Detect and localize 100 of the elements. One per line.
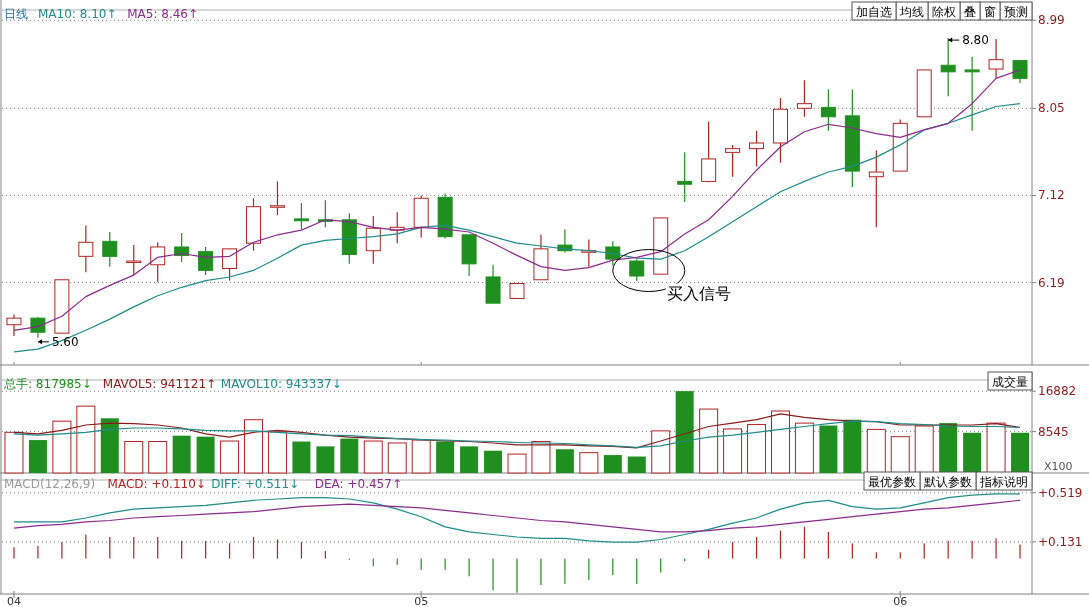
bar	[220, 440, 240, 474]
candlestick	[701, 120, 717, 182]
line-series	[13, 420, 1021, 448]
chart-title: MACD(12,26,9)	[4, 477, 96, 491]
bar	[244, 419, 264, 474]
bar	[267, 431, 287, 474]
bar	[196, 436, 215, 473]
x-tick-label: 04	[6, 595, 21, 607]
bar	[603, 455, 622, 473]
y-tick-label: 6.19	[1038, 275, 1065, 290]
bar	[52, 420, 72, 474]
bar	[723, 428, 743, 474]
candlestick	[78, 224, 94, 273]
candlestick	[677, 151, 693, 203]
candlestick	[844, 89, 860, 188]
y-tick-label: 7.12	[1038, 188, 1065, 203]
annotation: 均线	[899, 5, 924, 19]
candlestick	[365, 215, 381, 265]
annotation: 预测	[1004, 5, 1028, 19]
bar	[747, 424, 767, 474]
candlestick	[461, 234, 477, 277]
bar	[340, 438, 359, 473]
annotation: 默认参数	[923, 475, 972, 489]
text: MA5: 8.46↑	[127, 7, 199, 21]
bar	[555, 449, 574, 473]
annotation: 加自选	[856, 5, 892, 19]
series-label: DIFF: +0.511↓	[211, 477, 300, 491]
candlestick	[533, 234, 549, 281]
candlestick	[988, 38, 1004, 79]
candlestick	[868, 149, 884, 228]
text: MAVOL5: 941121↑	[102, 377, 217, 391]
series-label: DEA: +0.457↑	[314, 477, 402, 491]
bar	[579, 452, 599, 474]
bar	[4, 431, 24, 474]
annotation: 除权	[932, 5, 956, 19]
bar	[627, 456, 646, 473]
bar	[843, 419, 862, 473]
x-tick-label: 05	[414, 595, 429, 607]
annotation: 买入信号	[666, 283, 731, 303]
candlestick	[796, 79, 812, 118]
line-series	[13, 499, 1021, 533]
chart-title: 日线	[4, 7, 28, 21]
candlestick	[30, 317, 46, 339]
bar	[148, 441, 168, 474]
y-tick-label: +0.131	[1038, 534, 1083, 549]
bar	[651, 430, 671, 474]
bar	[172, 435, 191, 473]
annotation: 5.60	[51, 334, 79, 349]
annotation: 8.80	[962, 33, 989, 48]
candlestick	[437, 192, 453, 240]
line-series	[13, 493, 1021, 543]
y-tick-label: 8.99	[1038, 13, 1065, 28]
candlestick	[749, 130, 765, 168]
bar	[484, 450, 503, 473]
text: MACD: +0.110↓	[107, 477, 206, 491]
bar	[100, 418, 119, 473]
bar	[316, 446, 335, 473]
line-series	[13, 413, 1021, 449]
candlestick	[1012, 60, 1028, 84]
bar	[292, 441, 311, 473]
candlestick	[820, 89, 836, 132]
text: MA10: 8.10↑	[38, 7, 117, 21]
candlestick	[126, 244, 142, 276]
y-tick-label: +0.519	[1038, 485, 1083, 500]
bar	[460, 446, 479, 473]
candlestick	[150, 241, 166, 283]
bar	[436, 441, 455, 473]
bar	[76, 405, 96, 474]
candlestick	[725, 144, 741, 178]
candlestick	[485, 264, 501, 304]
bar	[675, 391, 694, 473]
y-tick-label: 8545	[1038, 424, 1069, 439]
line-series	[13, 103, 1021, 353]
bar	[387, 442, 407, 474]
y-tick-label: 8.05	[1038, 101, 1065, 116]
bar	[699, 408, 719, 474]
y-axis-title: X100	[1044, 460, 1073, 473]
bar	[28, 440, 47, 473]
y-tick-label: 16882	[1038, 384, 1077, 399]
candlestick	[269, 180, 285, 216]
bar	[363, 440, 383, 474]
annotation: 窗	[984, 5, 996, 19]
annotation: 叠	[964, 5, 976, 19]
bar	[411, 439, 431, 474]
candlestick	[102, 231, 118, 268]
candlestick	[6, 313, 22, 337]
bar	[507, 453, 527, 474]
bar	[124, 441, 144, 474]
candlestick	[964, 56, 980, 132]
text: MAVOL10: 943337↓	[220, 377, 342, 391]
candlestick	[772, 97, 788, 164]
bar	[794, 422, 814, 474]
x-tick-label: 06	[893, 595, 908, 607]
series-label: 总手: 817985↓	[3, 377, 92, 391]
candlestick	[293, 202, 309, 230]
annotation: 最优参数	[868, 475, 916, 489]
annotation: 成交量	[992, 375, 1028, 389]
annotation: 指标说明	[979, 475, 1028, 489]
bar	[770, 410, 790, 474]
bar	[819, 425, 838, 473]
